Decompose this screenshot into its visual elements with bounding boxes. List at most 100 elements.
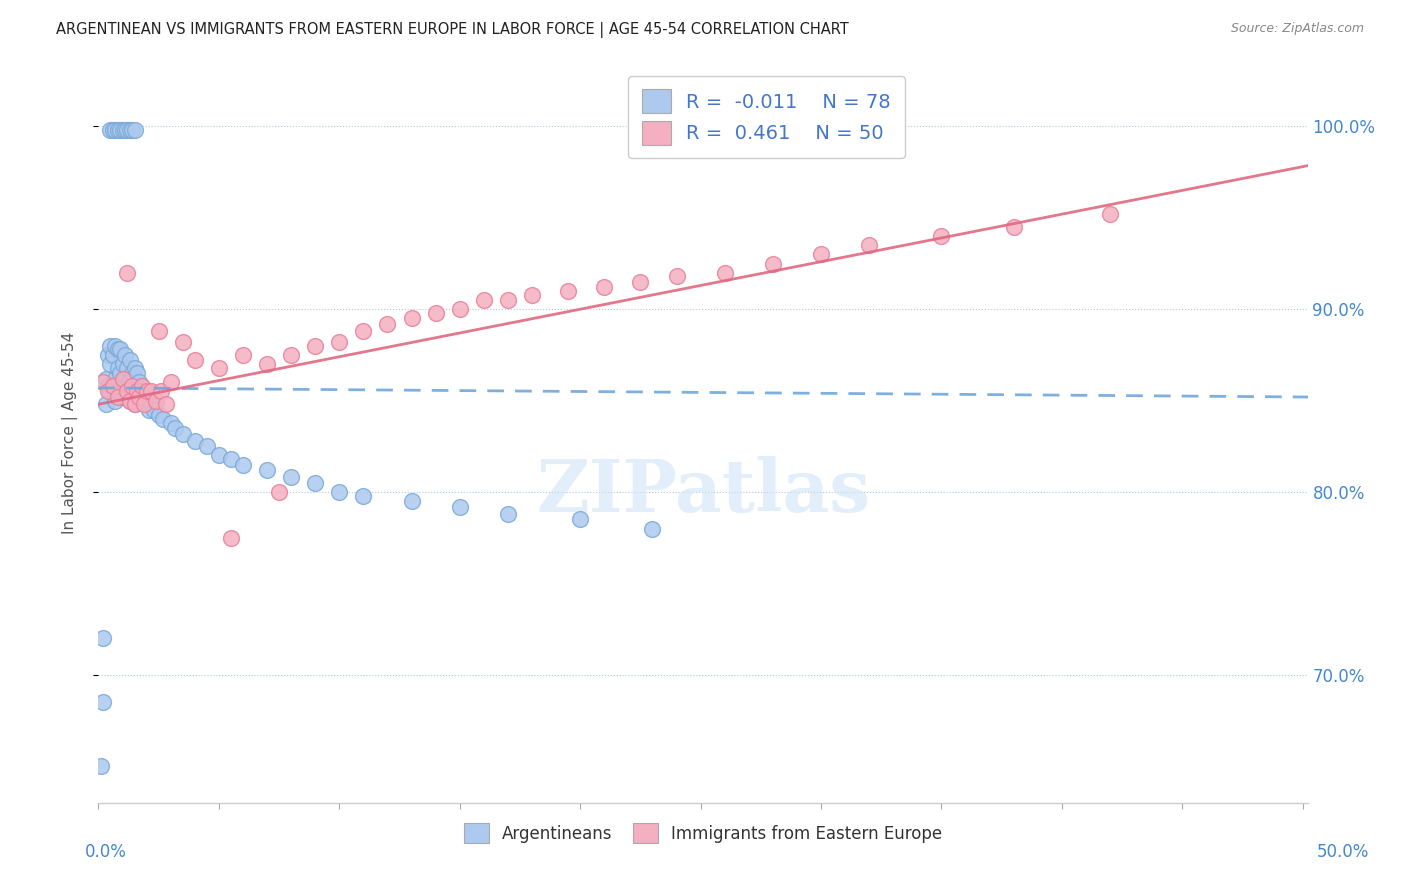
Point — [195, 439, 218, 453]
Text: ARGENTINEAN VS IMMIGRANTS FROM EASTERN EUROPE IN LABOR FORCE | AGE 45-54 CORRELA: ARGENTINEAN VS IMMIGRANTS FROM EASTERN E… — [56, 22, 849, 38]
Point — [496, 293, 519, 307]
Point — [665, 269, 688, 284]
Point — [111, 357, 134, 371]
Point — [91, 695, 114, 709]
Point — [124, 123, 146, 137]
Point — [100, 357, 122, 371]
Point — [219, 452, 242, 467]
Point — [208, 360, 231, 375]
Point — [148, 409, 170, 423]
Point — [267, 485, 290, 500]
Point — [328, 485, 350, 500]
Point — [107, 360, 129, 375]
Point — [128, 376, 150, 390]
Point — [401, 494, 423, 508]
Point — [100, 384, 122, 399]
Point — [641, 522, 664, 536]
Point — [91, 376, 114, 390]
Point — [118, 376, 141, 390]
Point — [593, 280, 616, 294]
Point — [150, 384, 173, 399]
Point — [111, 123, 134, 137]
Point — [97, 348, 120, 362]
Point — [111, 390, 134, 404]
Point — [104, 123, 127, 137]
Point — [155, 397, 177, 411]
Point — [138, 402, 160, 417]
Point — [124, 379, 146, 393]
Point — [108, 379, 131, 393]
Point — [91, 632, 114, 646]
Point — [377, 317, 399, 331]
Point — [449, 302, 471, 317]
Legend: Argentineans, Immigrants from Eastern Europe: Argentineans, Immigrants from Eastern Eu… — [457, 816, 949, 850]
Point — [159, 376, 181, 390]
Point — [114, 123, 136, 137]
Point — [97, 379, 120, 393]
Point — [159, 416, 181, 430]
Point — [145, 393, 167, 408]
Point — [628, 275, 651, 289]
Point — [121, 379, 143, 393]
Point — [931, 229, 953, 244]
Point — [104, 393, 127, 408]
Point — [304, 339, 326, 353]
Point — [208, 449, 231, 463]
Point — [121, 123, 143, 137]
Point — [131, 379, 153, 393]
Point — [125, 366, 148, 380]
Point — [124, 397, 146, 411]
Point — [118, 353, 141, 368]
Point — [520, 287, 543, 301]
Point — [128, 390, 150, 404]
Point — [125, 384, 148, 399]
Point — [401, 311, 423, 326]
Point — [472, 293, 495, 307]
Point — [328, 335, 350, 350]
Point — [232, 458, 254, 472]
Point — [148, 324, 170, 338]
Point — [121, 384, 143, 399]
Point — [121, 366, 143, 380]
Point — [142, 402, 165, 417]
Point — [152, 412, 174, 426]
Point — [1099, 207, 1122, 221]
Point — [858, 238, 880, 252]
Point — [117, 384, 139, 399]
Point — [135, 384, 157, 399]
Point — [101, 379, 124, 393]
Point — [713, 266, 735, 280]
Point — [134, 393, 156, 408]
Point — [104, 339, 127, 353]
Point — [762, 256, 785, 270]
Point — [108, 366, 131, 380]
Point — [135, 397, 157, 411]
Point — [111, 372, 134, 386]
Text: 0.0%: 0.0% — [84, 843, 127, 861]
Point — [118, 393, 141, 408]
Point — [124, 397, 146, 411]
Point — [557, 284, 579, 298]
Point — [101, 348, 124, 362]
Point — [219, 531, 242, 545]
Point — [111, 376, 134, 390]
Point — [134, 397, 156, 411]
Point — [101, 379, 124, 393]
Point — [108, 123, 131, 137]
Point — [114, 372, 136, 386]
Point — [94, 372, 117, 386]
Point — [107, 390, 129, 404]
Point — [280, 348, 302, 362]
Point — [94, 397, 117, 411]
Point — [118, 123, 141, 137]
Point — [184, 353, 207, 368]
Text: ZIPatlas: ZIPatlas — [536, 457, 870, 527]
Point — [114, 348, 136, 362]
Point — [90, 759, 112, 773]
Point — [449, 500, 471, 514]
Point — [352, 324, 374, 338]
Point — [172, 426, 194, 441]
Point — [101, 123, 124, 137]
Text: 50.0%: 50.0% — [1316, 843, 1369, 861]
Point — [304, 475, 326, 490]
